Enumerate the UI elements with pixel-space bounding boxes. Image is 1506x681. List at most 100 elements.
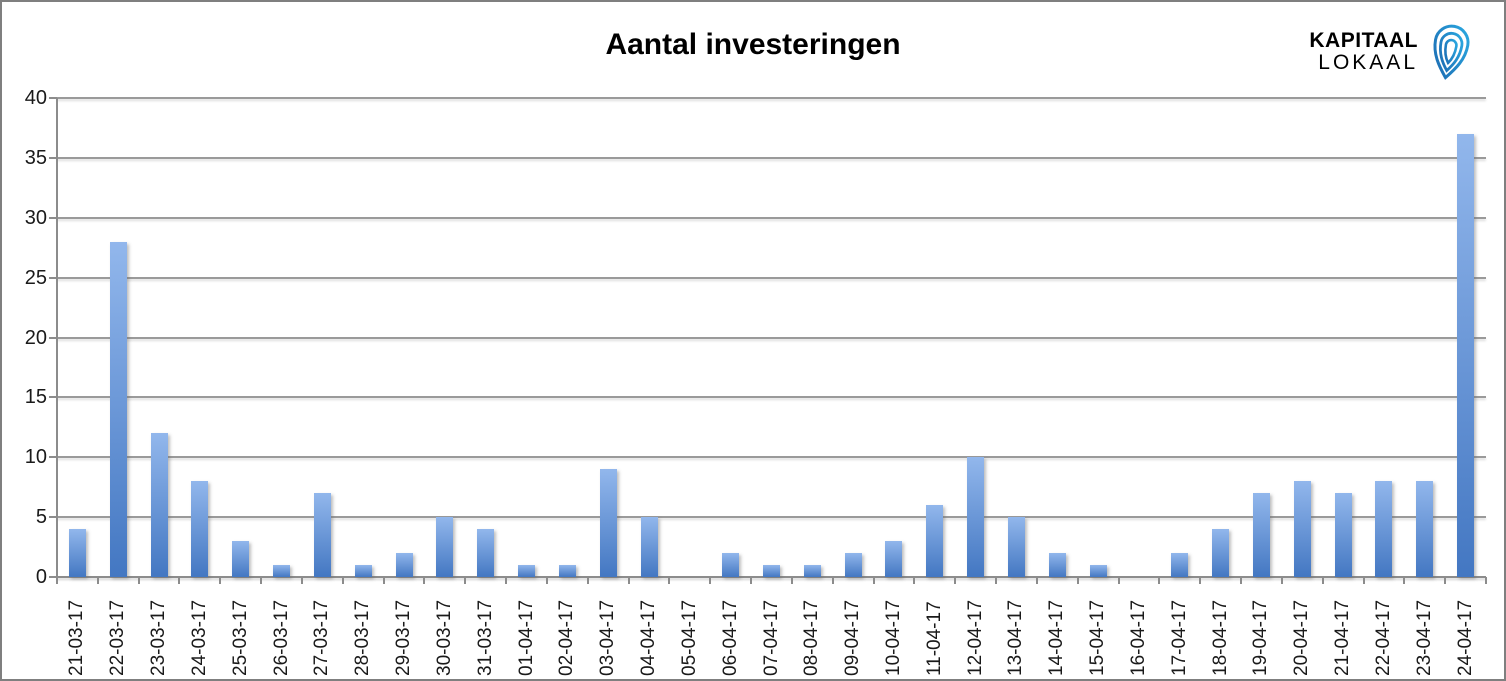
bar — [395, 553, 413, 577]
logo-text: KAPITAAL LOKAAL — [1309, 30, 1418, 74]
x-axis-tick — [178, 577, 181, 584]
logo-text-kapitaal: KAPITAAL — [1309, 29, 1418, 52]
bar — [1171, 553, 1189, 577]
bar — [1007, 517, 1025, 577]
x-tick-label: 02-04-17 — [556, 599, 578, 676]
bar — [803, 565, 821, 577]
x-axis-tick — [1199, 577, 1202, 584]
x-tick-label: 03-04-17 — [597, 599, 619, 676]
x-tick-label: 10-04-17 — [882, 599, 904, 676]
x-tick-label: 20-04-17 — [1291, 599, 1313, 676]
x-axis-tick — [1321, 577, 1324, 584]
x-tick-label: 14-04-17 — [1046, 599, 1068, 676]
x-axis-tick — [56, 577, 58, 584]
bar — [1457, 133, 1475, 577]
y-tick-label: 5 — [35, 506, 47, 529]
x-axis-tick — [1076, 577, 1079, 584]
bar — [273, 565, 291, 577]
x-tick-label: 21-03-17 — [66, 599, 88, 676]
bar — [1416, 481, 1434, 577]
x-tick-label: 27-03-17 — [311, 599, 333, 676]
x-tick-label: 13-04-17 — [1005, 599, 1027, 676]
y-axis — [56, 98, 58, 584]
x-axis-tick — [464, 577, 467, 584]
x-axis-tick — [831, 577, 834, 584]
bar — [926, 505, 944, 577]
x-tick-label: 06-04-17 — [719, 599, 741, 676]
bar — [763, 565, 780, 577]
x-tick-label: 23-03-17 — [148, 599, 170, 676]
x-tick-label: 19-04-17 — [1250, 599, 1272, 676]
y-tick-label: 15 — [24, 386, 47, 409]
y-axis-tick — [49, 516, 57, 519]
y-axis-tick — [49, 396, 57, 399]
gridline — [57, 156, 1486, 159]
gridline — [57, 336, 1486, 339]
bar — [1252, 493, 1270, 577]
bar — [436, 517, 454, 577]
y-axis-tick — [49, 216, 57, 219]
x-axis-tick — [872, 577, 875, 584]
x-axis-tick — [954, 577, 957, 584]
x-axis-tick — [260, 577, 263, 584]
gridline — [57, 276, 1486, 279]
y-tick-label: 25 — [24, 266, 47, 289]
x-tick-label: 16-04-17 — [1127, 599, 1149, 676]
x-axis-tick — [382, 577, 385, 584]
y-axis-tick — [49, 156, 57, 159]
chart-title: Aantal investeringen — [605, 28, 901, 61]
x-axis-tick — [709, 577, 712, 584]
bar — [1212, 529, 1230, 577]
x-axis-tick — [790, 577, 793, 584]
gridline — [57, 396, 1486, 399]
x-tick-label: 15-04-17 — [1087, 599, 1109, 676]
x-tick-label: 22-03-17 — [107, 599, 129, 676]
x-tick-label: 23-04-17 — [1413, 599, 1435, 676]
x-tick-label: 24-04-17 — [1454, 599, 1476, 676]
x-tick-label: 12-04-17 — [964, 599, 986, 676]
bar — [313, 493, 331, 577]
x-axis-tick — [96, 577, 99, 584]
bar — [68, 529, 86, 577]
x-axis-tick — [545, 577, 548, 584]
bar — [232, 541, 250, 577]
bar — [640, 517, 658, 577]
x-tick-label: 21-04-17 — [1332, 599, 1354, 676]
kapitaal-lokaal-logo: KAPITAAL LOKAAL — [1309, 22, 1476, 82]
y-axis-tick — [49, 576, 57, 578]
x-tick-label: 08-04-17 — [801, 599, 823, 676]
x-axis-tick — [668, 577, 671, 584]
x-tick-label: 28-03-17 — [352, 599, 374, 676]
x-axis-tick — [1280, 577, 1283, 584]
y-axis-tick — [49, 336, 57, 339]
y-tick-label: 35 — [24, 146, 47, 169]
x-tick-label: 30-03-17 — [433, 599, 455, 676]
gridline — [57, 456, 1486, 459]
x-tick-label: 31-03-17 — [474, 599, 496, 676]
y-axis-tick — [49, 456, 57, 459]
x-tick-label: 18-04-17 — [1209, 599, 1231, 676]
bar — [885, 541, 903, 577]
x-axis-tick — [341, 577, 344, 584]
x-axis-tick — [1035, 577, 1038, 584]
bar — [967, 457, 985, 577]
bar — [558, 565, 576, 577]
bar — [1293, 481, 1311, 577]
x-tick-label: 24-03-17 — [188, 599, 210, 676]
x-axis-tick — [750, 577, 753, 584]
x-axis — [57, 576, 1486, 578]
x-axis-tick — [627, 577, 630, 584]
x-axis-tick — [1403, 577, 1406, 584]
x-tick-label: 25-03-17 — [229, 599, 251, 676]
gridline — [57, 216, 1486, 219]
x-axis-tick — [1240, 577, 1243, 584]
x-tick-label: 26-03-17 — [270, 599, 292, 676]
x-axis-tick — [423, 577, 426, 584]
gridline — [57, 516, 1486, 519]
y-tick-label: 40 — [24, 87, 47, 109]
x-tick-label: 11-04-17 — [923, 601, 945, 676]
x-axis-tick — [1158, 577, 1161, 584]
logo-text-lokaal: LOKAAL — [1318, 51, 1418, 74]
bar — [518, 565, 536, 577]
